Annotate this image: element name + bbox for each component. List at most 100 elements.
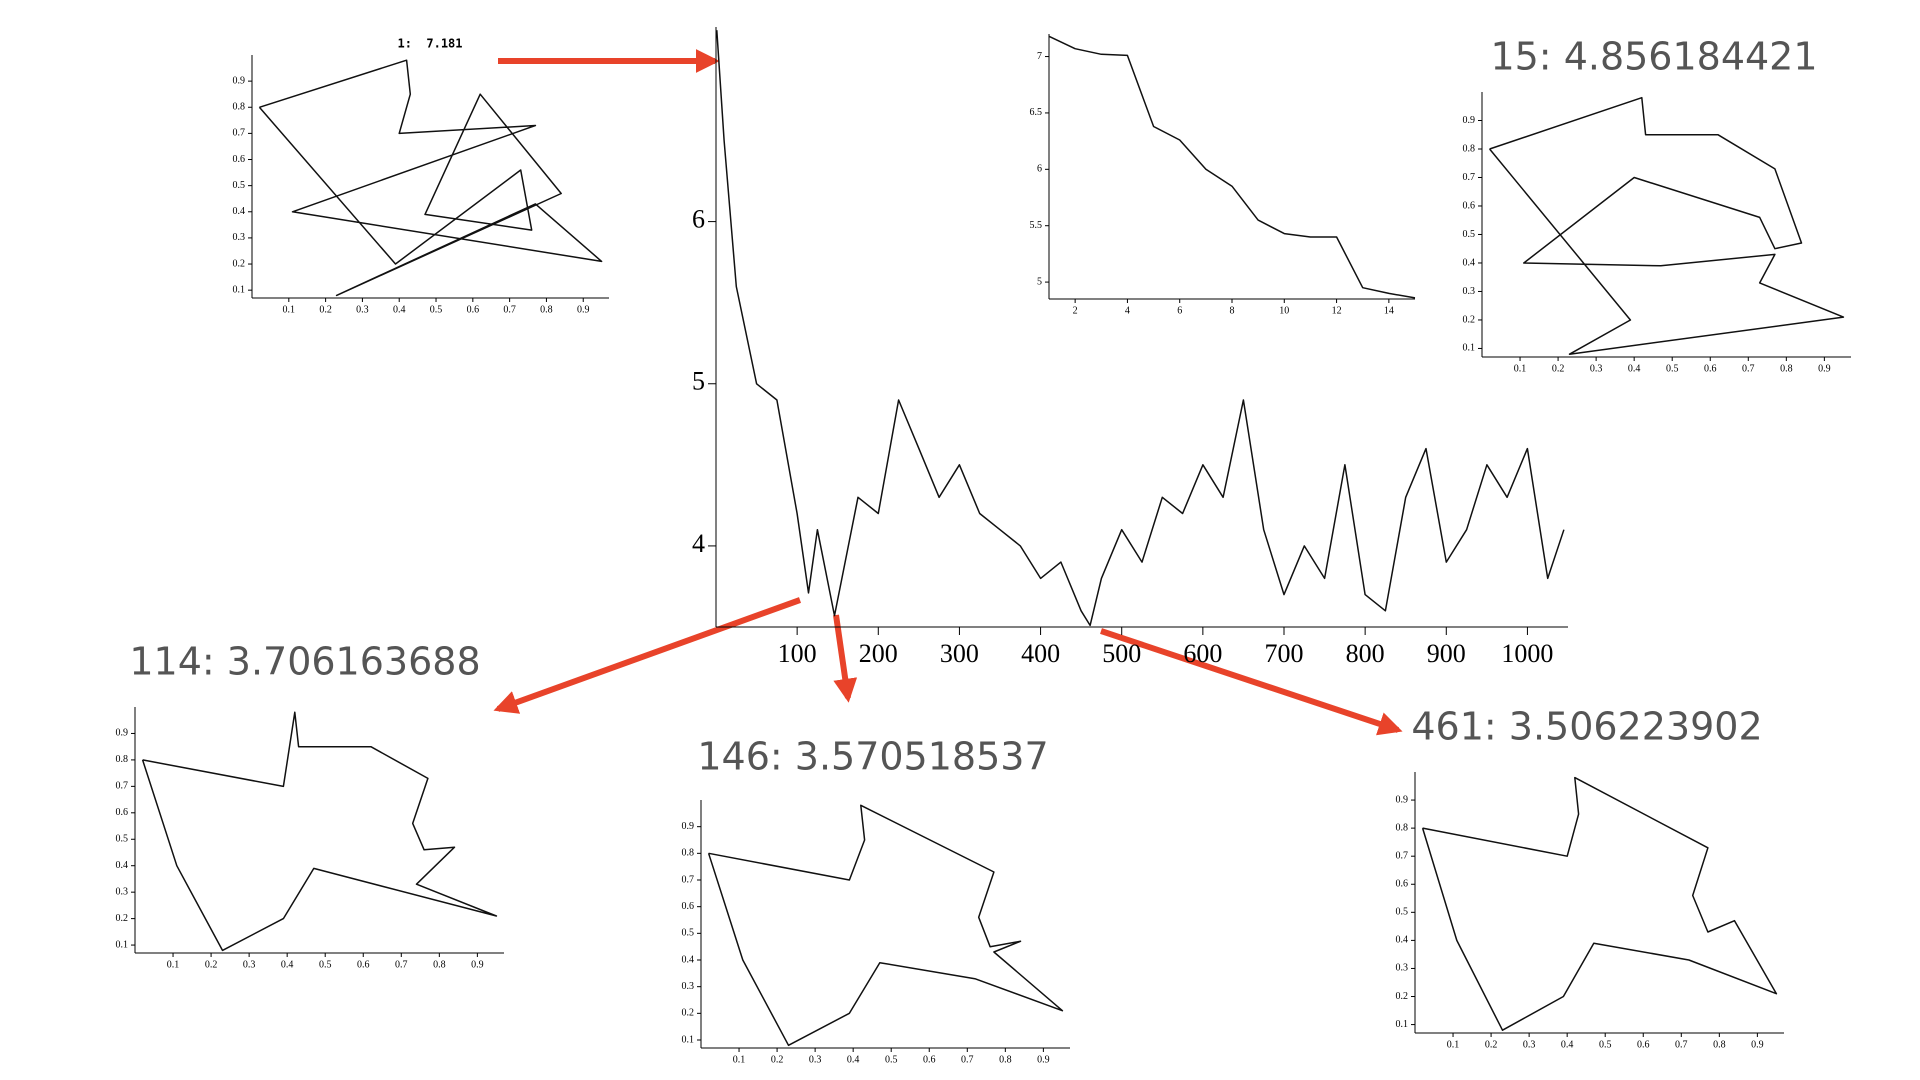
x-tick-label: 0.4 <box>281 959 294 970</box>
x-tick-label: 0.8 <box>433 959 446 970</box>
x-tick-label: 0.4 <box>847 1054 860 1065</box>
x-tick-label: 0.4 <box>1561 1039 1574 1050</box>
line-trace <box>1048 35 1416 299</box>
y-tick-label: 0.6 <box>1463 200 1476 211</box>
y-tick-label: 0.4 <box>116 860 129 871</box>
x-tick-label: 0.3 <box>1590 363 1603 374</box>
x-tick-label: 0.1 <box>1447 1039 1460 1050</box>
y-tick-label: 0.1 <box>116 939 129 950</box>
x-tick-label: 0.7 <box>395 959 408 970</box>
y-tick-label: 0.1 <box>682 1034 695 1045</box>
x-tick-label: 0.1 <box>733 1054 746 1065</box>
y-tick-label: 0.2 <box>116 913 129 924</box>
x-tick-label: 0.1 <box>1514 363 1527 374</box>
x-tick-label: 0.2 <box>1552 363 1565 374</box>
y-tick-label: 0.7 <box>116 781 129 792</box>
y-tick-label: 0.8 <box>682 848 695 859</box>
x-tick-label: 0.5 <box>430 304 443 315</box>
x-tick-label: 0.8 <box>1780 363 1793 374</box>
x-tick-label: 0.7 <box>961 1054 974 1065</box>
y-tick-label: 0.5 <box>682 928 695 939</box>
arrow <box>493 597 802 714</box>
y-tick-label: 0.4 <box>233 206 246 217</box>
x-tick-label: 0.5 <box>319 959 332 970</box>
y-tick-label: 0.6 <box>1396 879 1409 890</box>
x-tick-label: 0.7 <box>1742 363 1755 374</box>
x-tick-label: 0.6 <box>923 1054 936 1065</box>
x-tick-label: 0.5 <box>1599 1039 1612 1050</box>
x-tick-label: 0.8 <box>1713 1039 1726 1050</box>
x-tick-label: 0.6 <box>467 304 480 315</box>
x-tick-label: 800 <box>1346 639 1385 668</box>
x-tick-label: 0.5 <box>1666 363 1679 374</box>
y-tick-label: 5.5 <box>1030 220 1043 231</box>
y-tick-label: 0.8 <box>1396 822 1409 833</box>
line-trace <box>1421 776 1778 1031</box>
x-tick-label: 500 <box>1102 639 1141 668</box>
y-tick-label: 0.8 <box>233 102 246 113</box>
y-tick-label: 0.2 <box>1463 314 1476 325</box>
chart-title: 146: 3.570518537 <box>697 735 1048 779</box>
line-trace <box>707 804 1064 1047</box>
y-tick-label: 0.2 <box>233 258 246 269</box>
x-tick-label: 0.3 <box>1523 1039 1536 1050</box>
y-tick-label: 0.1 <box>233 284 246 295</box>
y-tick-label: 0.8 <box>116 754 129 765</box>
y-tick-label: 0.3 <box>233 232 246 243</box>
y-tick-label: 6.5 <box>1030 107 1043 118</box>
y-tick-label: 0.9 <box>1396 794 1409 805</box>
y-tick-label: 0.3 <box>1396 963 1409 974</box>
x-tick-label: 1000 <box>1501 639 1553 668</box>
y-tick-label: 5 <box>1037 276 1042 287</box>
x-tick-label: 300 <box>940 639 979 668</box>
x-tick-label: 0.8 <box>540 304 553 315</box>
y-tick-label: 0.9 <box>233 75 246 86</box>
x-tick-label: 0.5 <box>885 1054 898 1065</box>
x-tick-label: 0.7 <box>503 304 516 315</box>
y-tick-label: 0.4 <box>1396 935 1409 946</box>
y-tick-label: 0.7 <box>1463 172 1476 183</box>
chart-title: 15: 4.856184421 <box>1490 35 1817 79</box>
x-tick-label: 0.9 <box>577 304 590 315</box>
x-tick-label: 0.3 <box>356 304 369 315</box>
x-tick-label: 0.8 <box>999 1054 1012 1065</box>
x-tick-label: 0.2 <box>771 1054 784 1065</box>
y-tick-label: 7 <box>1037 51 1042 62</box>
chart-title: 114: 3.706163688 <box>129 640 480 684</box>
y-tick-label: 0.4 <box>1463 257 1476 268</box>
line-trace <box>716 30 1565 627</box>
x-tick-label: 0.2 <box>1485 1039 1498 1050</box>
y-tick-label: 0.7 <box>682 874 695 885</box>
x-tick-label: 0.2 <box>319 304 332 315</box>
y-tick-label: 0.3 <box>116 886 129 897</box>
x-tick-label: 0.1 <box>167 959 180 970</box>
arrow <box>1100 628 1403 736</box>
arrow <box>833 614 858 703</box>
x-tick-label: 700 <box>1265 639 1304 668</box>
x-tick-label: 8 <box>1230 305 1235 316</box>
x-tick-label: 0.4 <box>393 304 406 315</box>
x-tick-label: 0.2 <box>205 959 218 970</box>
x-tick-label: 100 <box>778 639 817 668</box>
x-tick-label: 200 <box>859 639 898 668</box>
chart-title: 1: 7.181 <box>397 37 462 51</box>
y-tick-label: 5 <box>692 367 705 396</box>
y-tick-label: 0.3 <box>1463 286 1476 297</box>
y-tick-label: 0.1 <box>1463 343 1476 354</box>
line-trace <box>258 59 603 297</box>
x-tick-label: 0.1 <box>283 304 296 315</box>
x-tick-label: 0.7 <box>1675 1039 1688 1050</box>
x-tick-label: 0.6 <box>1704 363 1717 374</box>
y-tick-label: 0.1 <box>1396 1019 1409 1030</box>
y-tick-label: 0.6 <box>233 154 246 165</box>
x-tick-label: 0.9 <box>471 959 484 970</box>
x-tick-label: 600 <box>1183 639 1222 668</box>
y-tick-label: 0.7 <box>1396 850 1409 861</box>
x-tick-label: 0.6 <box>357 959 370 970</box>
y-tick-label: 0.5 <box>1463 229 1476 240</box>
y-tick-label: 0.9 <box>116 728 129 739</box>
x-tick-label: 0.9 <box>1818 363 1831 374</box>
line-trace <box>141 711 498 952</box>
arrows <box>493 49 1403 736</box>
y-tick-label: 0.3 <box>682 981 695 992</box>
